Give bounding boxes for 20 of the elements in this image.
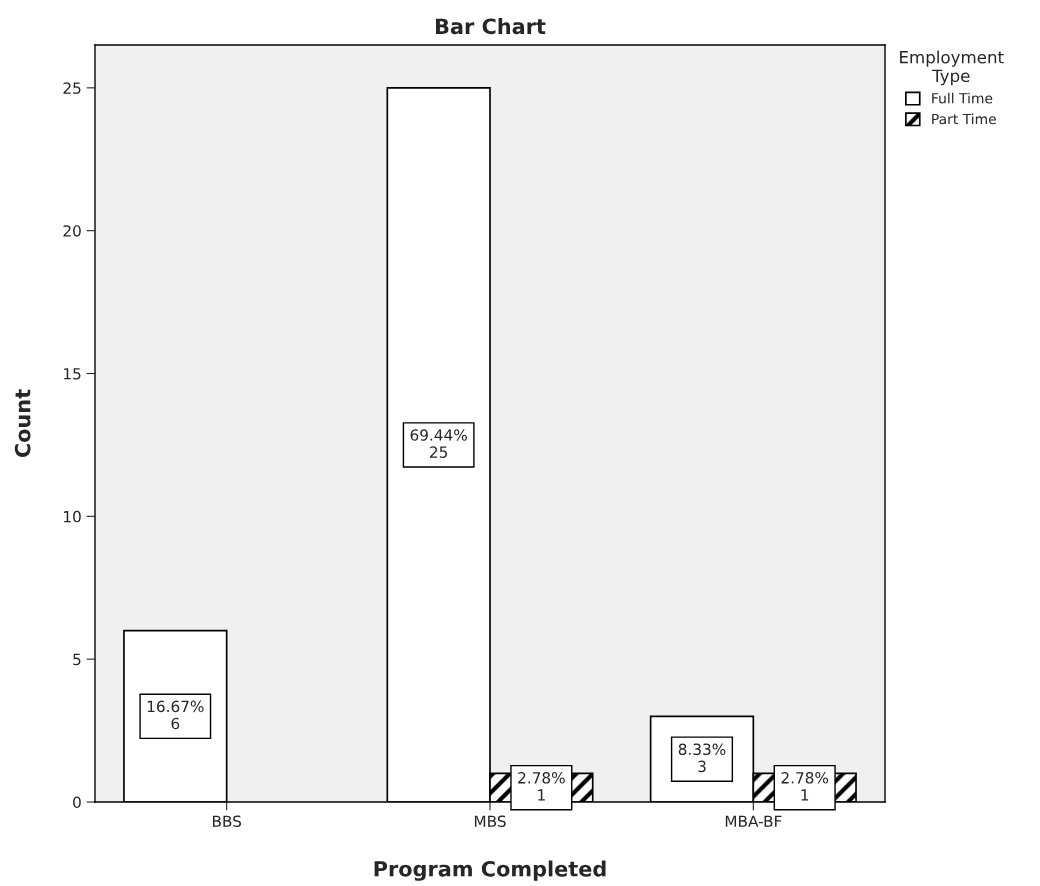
data-label: 2.78% 1 [518, 772, 565, 801]
legend-label: Part Time [932, 113, 996, 125]
y-tick-label: 25 [63, 82, 81, 94]
y-tick-label: 20 [63, 225, 81, 237]
x-tick-label: BBS [212, 815, 242, 828]
y-tick-label: 15 [64, 368, 81, 380]
legend-title: Employment Type [900, 50, 1004, 86]
legend-label: Full Time [932, 92, 993, 104]
chart-title: Bar Chart [435, 18, 546, 35]
data-label: 69.44% 25 [410, 429, 467, 458]
x-tick-label: MBA-BF [725, 815, 782, 827]
data-label: 8.33% 3 [678, 743, 726, 773]
y-axis-title: Count [14, 389, 31, 458]
x-tick-label: MBS [474, 815, 506, 828]
y-tick-label: 10 [64, 510, 81, 523]
data-label: 16.67% 6 [147, 700, 204, 730]
y-tick-label: 0 [73, 796, 81, 809]
data-label: 2.78% 1 [781, 772, 829, 801]
y-tick-label: 5 [73, 653, 81, 666]
x-axis-title: Program Completed [374, 860, 606, 881]
